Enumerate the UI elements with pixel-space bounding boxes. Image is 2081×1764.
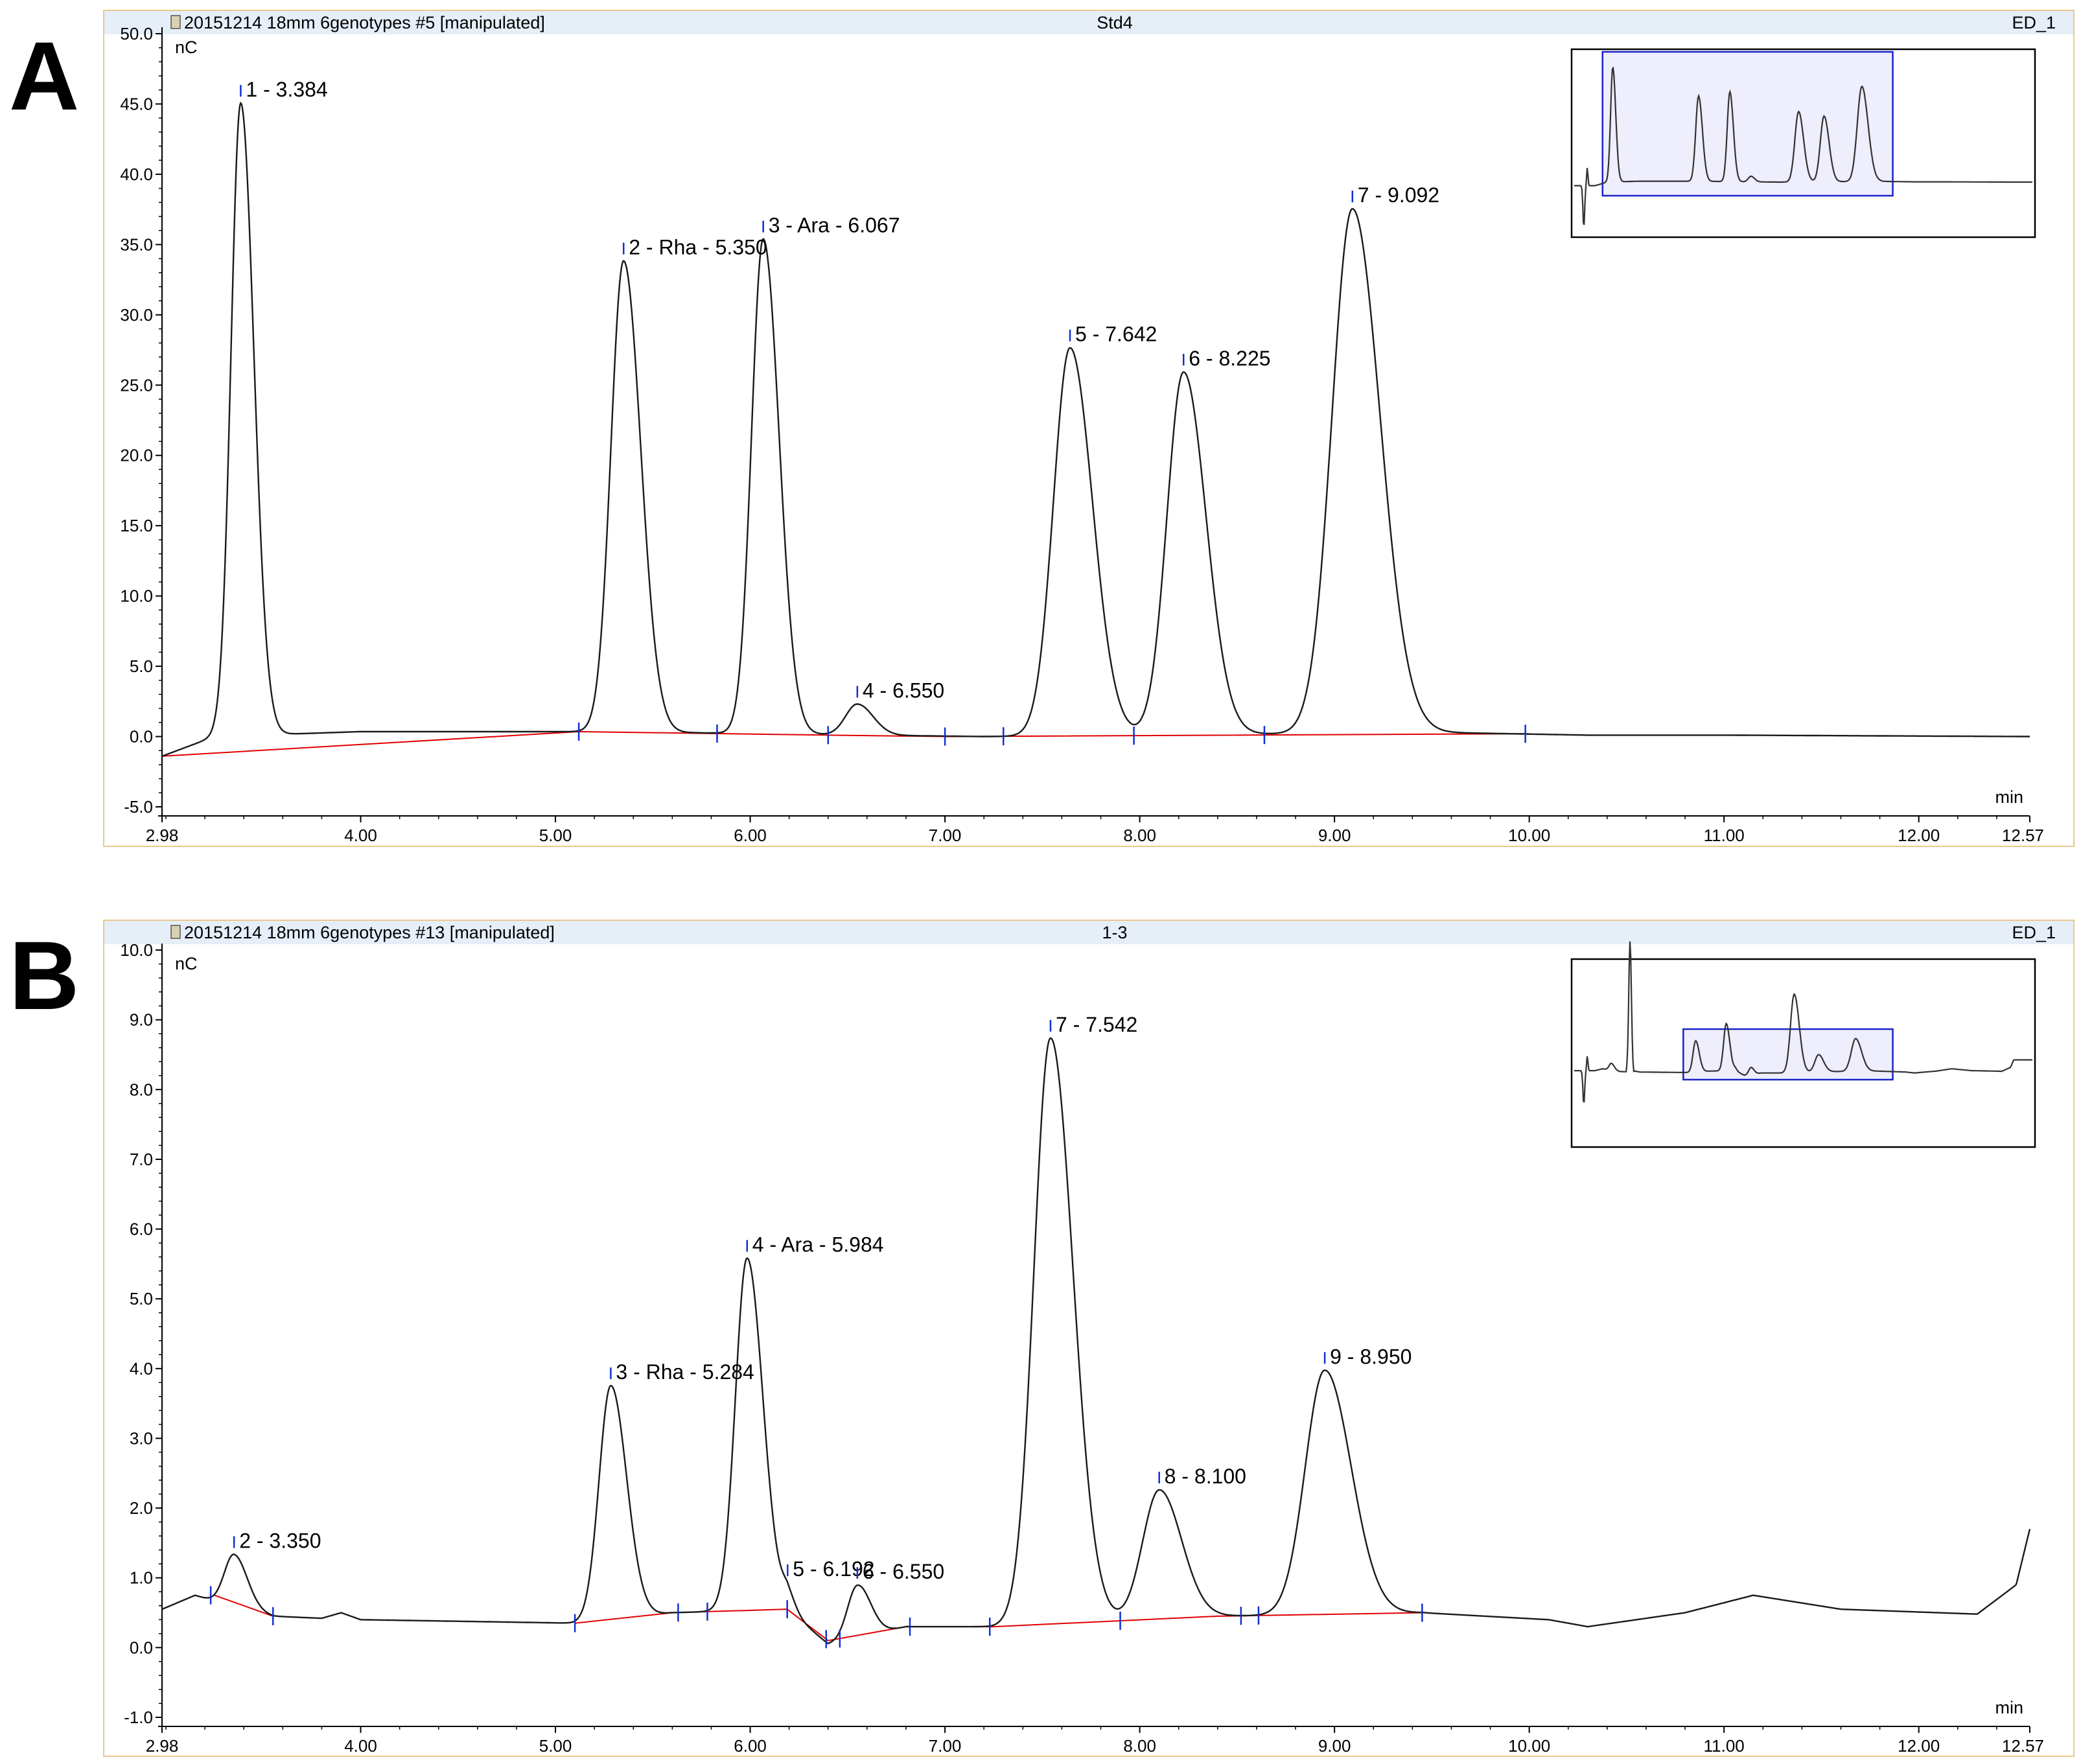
y-tick-label-a-10: 45.0 bbox=[120, 94, 153, 113]
x-tick-label-b-5: 8.00 bbox=[1123, 1736, 1156, 1756]
peak-label-a-5: 6 - 8.225 bbox=[1189, 347, 1270, 370]
y-tick-label-b-3: 2.0 bbox=[130, 1498, 153, 1518]
title-center-a: Std4 bbox=[1097, 13, 1133, 32]
y-tick-label-a-3: 10.0 bbox=[120, 586, 153, 606]
title-center-b: 1-3 bbox=[1102, 923, 1127, 942]
y-tick-label-b-5: 4.0 bbox=[130, 1359, 153, 1378]
y-tick-label-a-5: 20.0 bbox=[120, 446, 153, 465]
document-icon-b bbox=[170, 925, 181, 939]
x-tick-label-a-6: 9.00 bbox=[1318, 826, 1351, 845]
peak-label-b-0: 2 - 3.350 bbox=[239, 1529, 321, 1553]
y-tick-label-b-6: 5.0 bbox=[130, 1289, 153, 1308]
signal-trace-a bbox=[161, 101, 2030, 758]
y-tick-label-a-1: 0.0 bbox=[130, 727, 153, 747]
x-tick-label-b-6: 9.00 bbox=[1318, 1736, 1351, 1756]
peak-label-b-2: 4 - Ara - 5.984 bbox=[752, 1233, 884, 1256]
x-tick-label-b-10: 12.57 bbox=[2002, 1736, 2044, 1756]
y-tick-label-b-4: 3.0 bbox=[130, 1428, 153, 1448]
overview-trace-b bbox=[1574, 941, 2032, 1103]
y-tick-label-b-9: 8.0 bbox=[130, 1080, 153, 1099]
y-tick-label-a-2: 5.0 bbox=[130, 656, 153, 676]
x-axis-label-a: min bbox=[1995, 787, 2023, 807]
x-tick-label-b-2: 5.00 bbox=[539, 1736, 572, 1756]
x-tick-label-b-1: 4.00 bbox=[344, 1736, 377, 1756]
x-tick-label-b-4: 7.00 bbox=[929, 1736, 962, 1756]
peak-label-b-7: 9 - 8.950 bbox=[1330, 1345, 1412, 1368]
peak-label-a-0: 1 - 3.384 bbox=[246, 78, 327, 101]
peak-label-a-6: 7 - 9.092 bbox=[1358, 183, 1439, 207]
y-tick-label-a-7: 30.0 bbox=[120, 305, 153, 325]
y-tick-label-b-8: 7.0 bbox=[130, 1150, 153, 1169]
peak-label-b-4: 6 - 6.550 bbox=[863, 1560, 944, 1583]
y-tick-label-a-6: 25.0 bbox=[120, 375, 153, 395]
peak-label-b-5: 7 - 7.542 bbox=[1056, 1013, 1137, 1036]
x-axis-label-b: min bbox=[1995, 1698, 2023, 1717]
title-bar-a bbox=[104, 11, 2073, 34]
x-tick-label-a-8: 11.00 bbox=[1704, 826, 1745, 845]
y-tick-label-a-11: 50.0 bbox=[120, 24, 153, 43]
panel-letter-a: A bbox=[9, 21, 80, 130]
panel-letter-b: B bbox=[9, 921, 80, 1030]
overview-trace-a bbox=[1574, 66, 2032, 226]
x-tick-label-a-9: 12.00 bbox=[1898, 826, 1940, 845]
y-tick-label-b-0: -1.0 bbox=[124, 1708, 153, 1727]
y-tick-label-b-7: 6.0 bbox=[130, 1220, 153, 1239]
x-tick-label-b-9: 12.00 bbox=[1898, 1736, 1940, 1756]
x-tick-label-b-8: 11.00 bbox=[1704, 1736, 1745, 1756]
title-right-a: ED_1 bbox=[2012, 13, 2056, 32]
y-axis-label-b: nC bbox=[175, 954, 198, 973]
peak-label-a-3: 4 - 6.550 bbox=[863, 679, 944, 702]
y-tick-label-a-9: 40.0 bbox=[120, 165, 153, 184]
x-tick-label-a-10: 12.57 bbox=[2002, 826, 2044, 845]
title-right-b: ED_1 bbox=[2012, 923, 2056, 942]
y-tick-label-a-8: 35.0 bbox=[120, 235, 153, 254]
title-bar-b bbox=[104, 921, 2073, 944]
peak-label-b-1: 3 - Rha - 5.284 bbox=[616, 1360, 754, 1384]
x-tick-label-a-3: 6.00 bbox=[734, 826, 767, 845]
y-tick-label-b-11: 10.0 bbox=[120, 940, 153, 960]
y-tick-label-b-2: 1.0 bbox=[130, 1568, 153, 1588]
x-tick-label-a-7: 10.00 bbox=[1508, 826, 1550, 845]
x-tick-label-a-4: 7.00 bbox=[929, 826, 962, 845]
peak-label-a-2: 3 - Ara - 6.067 bbox=[769, 214, 900, 237]
integration-baseline-b-0 bbox=[214, 1594, 273, 1617]
x-tick-label-b-0: 2.98 bbox=[146, 1736, 179, 1756]
x-tick-label-a-5: 8.00 bbox=[1123, 826, 1156, 845]
x-tick-label-a-2: 5.00 bbox=[539, 826, 572, 845]
peak-label-b-6: 8 - 8.100 bbox=[1165, 1465, 1246, 1488]
signal-trace-b bbox=[161, 1037, 2031, 1645]
x-tick-label-a-1: 4.00 bbox=[344, 826, 377, 845]
title-left-b: 20151214 18mm 6genotypes #13 [manipulate… bbox=[184, 923, 555, 942]
peak-label-a-1: 2 - Rha - 5.350 bbox=[629, 236, 767, 259]
title-left-a: 20151214 18mm 6genotypes #5 [manipulated… bbox=[184, 13, 545, 32]
overview-zoom-box-a bbox=[1601, 51, 1894, 197]
document-icon-a bbox=[170, 15, 181, 29]
y-tick-label-b-1: 0.0 bbox=[130, 1638, 153, 1657]
y-tick-label-b-10: 9.0 bbox=[130, 1010, 153, 1030]
peak-label-b-3: 5 - 6.192 bbox=[793, 1557, 874, 1581]
peak-label-a-4: 5 - 7.642 bbox=[1075, 323, 1157, 346]
x-tick-label-a-0: 2.98 bbox=[146, 826, 179, 845]
y-tick-label-a-0: -5.0 bbox=[124, 797, 153, 817]
y-tick-label-a-4: 15.0 bbox=[120, 516, 153, 535]
x-tick-label-b-7: 10.00 bbox=[1508, 1736, 1550, 1756]
x-tick-label-b-3: 6.00 bbox=[734, 1736, 767, 1756]
y-axis-label-a: nC bbox=[175, 38, 198, 57]
